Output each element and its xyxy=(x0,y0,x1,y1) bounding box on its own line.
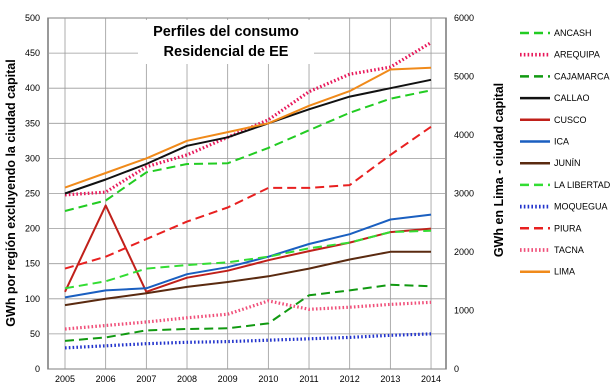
left-axis-ticks: 0 50 100 150 200 250 300 350 400 450 500 xyxy=(25,13,40,374)
x-tick-label: 2005 xyxy=(55,374,75,384)
legend-label: PIURA xyxy=(554,223,582,233)
legend: ANCASH AREQUIPA CAJAMARCA CALLAO CUSCO ICA JUN… xyxy=(520,28,611,277)
x-tick-label: 2008 xyxy=(177,374,197,384)
legend-label: JUNÍN xyxy=(554,158,581,168)
right-tick-label: 5000 xyxy=(454,72,474,82)
left-tick-label: 200 xyxy=(25,224,40,234)
legend-label: CUSCO xyxy=(554,115,587,125)
left-tick-label: 0 xyxy=(35,364,40,374)
x-tick-label: 2011 xyxy=(299,374,318,384)
x-tick-label: 2007 xyxy=(136,374,156,384)
right-tick-label: 0 xyxy=(454,364,459,374)
x-tick-label: 2009 xyxy=(218,374,238,384)
series-line-lima xyxy=(64,66,432,189)
x-tick-label: 2014 xyxy=(421,374,441,384)
series-line-jun-n xyxy=(64,250,431,307)
left-tick-label: 50 xyxy=(30,329,40,339)
chart-title-line-2: Residencial de EE xyxy=(164,44,289,60)
right-axis-ticks: 0 1000 2000 3000 4000 5000 6000 xyxy=(454,13,474,374)
series-line-la-libertad xyxy=(64,229,432,290)
left-tick-label: 300 xyxy=(25,153,40,163)
x-tick-label: 2013 xyxy=(380,374,400,384)
left-tick-label: 350 xyxy=(25,118,40,128)
series-line-ancash xyxy=(64,89,432,212)
legend-label: CAJAMARCA xyxy=(554,71,610,81)
series-line-tacna xyxy=(64,299,432,331)
left-tick-label: 150 xyxy=(25,259,40,269)
right-tick-label: 3000 xyxy=(454,189,474,199)
title-background xyxy=(138,20,314,64)
series-line-piura xyxy=(64,125,432,270)
legend-label: LIMA xyxy=(554,267,575,277)
right-axis-title: GWh en Lima - ciudad capital xyxy=(492,83,506,257)
series-layer xyxy=(64,41,432,350)
left-tick-label: 100 xyxy=(25,294,40,304)
legend-label: ANCASH xyxy=(554,28,592,38)
series-line-ica xyxy=(64,213,432,299)
legend-label: AREQUIPA xyxy=(554,50,600,60)
legend-label: LA LIBERTAD xyxy=(554,180,611,190)
left-axis-title: GWh por región excluyendo la ciudad capi… xyxy=(4,59,18,326)
x-axis-ticks: 2005 2006 2007 2008 2009 2010 2011 2012 2013 2014 xyxy=(55,374,441,384)
series-line-callao xyxy=(64,78,432,195)
legend-label: ICA xyxy=(554,137,569,147)
series-line-cajamarca xyxy=(64,283,432,342)
right-tick-label: 1000 xyxy=(454,306,474,316)
legend-label: MOQUEGUA xyxy=(554,202,608,212)
chart-title-line-1: Perfiles del consumo xyxy=(153,24,299,40)
right-tick-label: 6000 xyxy=(454,13,474,23)
series-line-moquegua xyxy=(64,332,432,350)
legend-label: TACNA xyxy=(554,245,584,255)
x-tick-label: 2006 xyxy=(96,374,116,384)
series-line-arequipa xyxy=(64,41,432,197)
legend-label: CALLAO xyxy=(554,93,590,103)
x-tick-label: 2010 xyxy=(258,374,278,384)
left-tick-label: 400 xyxy=(25,83,40,93)
left-tick-label: 250 xyxy=(25,189,40,199)
right-tick-label: 2000 xyxy=(454,247,474,257)
left-tick-label: 500 xyxy=(25,13,40,23)
x-tick-label: 2012 xyxy=(340,374,360,384)
right-tick-label: 4000 xyxy=(454,130,474,140)
left-tick-label: 450 xyxy=(25,48,40,58)
